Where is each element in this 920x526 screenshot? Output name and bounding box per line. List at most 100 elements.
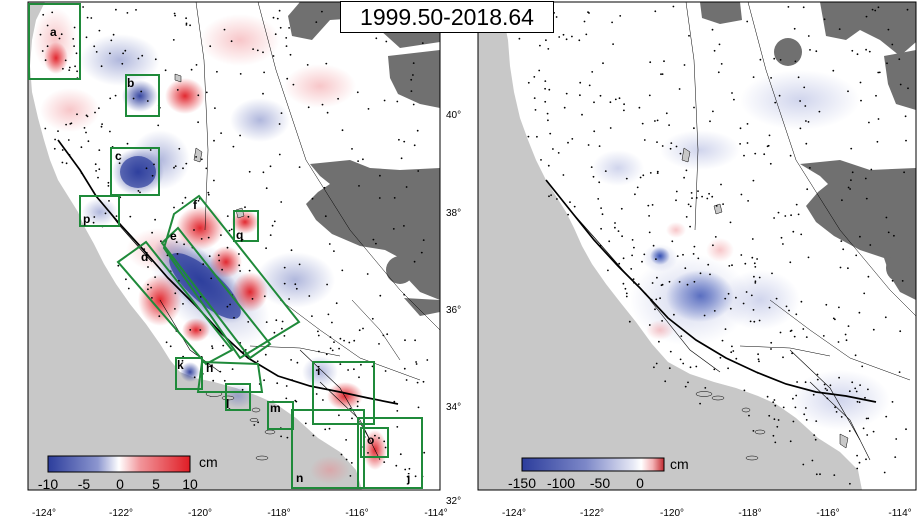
station-dot <box>311 315 313 317</box>
station-dot <box>226 305 229 308</box>
station-dot <box>218 259 221 262</box>
station-dot <box>563 106 566 109</box>
station-dot <box>901 280 904 282</box>
station-dot <box>567 213 569 216</box>
station-dot <box>68 69 71 71</box>
station-dot <box>807 256 810 259</box>
region-l-label: l <box>226 397 229 411</box>
station-dot <box>593 101 595 104</box>
station-dot <box>619 15 622 17</box>
station-dot <box>773 217 775 219</box>
station-dot <box>311 197 314 200</box>
station-dot <box>735 296 737 299</box>
station-dot <box>695 197 698 199</box>
station-dot <box>865 15 868 18</box>
station-dot <box>579 94 581 97</box>
station-dot <box>898 58 901 61</box>
station-dot <box>417 406 420 409</box>
station-dot <box>753 275 755 278</box>
station-dot <box>539 44 541 47</box>
station-dot <box>668 367 671 370</box>
station-dot <box>877 6 880 9</box>
station-dot <box>207 236 210 239</box>
station-dot <box>743 154 745 157</box>
station-dot <box>121 62 124 65</box>
region-f: f <box>162 194 301 360</box>
station-dot <box>721 339 724 342</box>
station-dot <box>92 221 95 224</box>
station-dot <box>751 238 754 240</box>
station-dot <box>847 325 850 327</box>
station-dot <box>283 266 286 269</box>
station-dot <box>724 328 727 330</box>
station-dot <box>414 339 416 342</box>
station-dot <box>98 168 101 171</box>
station-dot <box>648 94 651 97</box>
station-dot <box>233 316 235 319</box>
no-data-areas-right <box>700 2 916 300</box>
station-dot <box>383 461 386 463</box>
station-dot <box>229 303 232 306</box>
station-dot <box>713 368 716 371</box>
station-dot <box>276 17 279 20</box>
station-dot <box>903 171 905 174</box>
station-dot <box>538 69 541 72</box>
station-dot <box>573 205 576 208</box>
station-dot <box>278 153 281 156</box>
station-dot <box>691 197 693 200</box>
station-dot <box>337 97 339 100</box>
station-dot <box>706 197 709 200</box>
station-dot <box>129 215 132 218</box>
station-dot <box>864 177 867 180</box>
station-dot <box>687 381 689 384</box>
station-dot <box>735 357 738 360</box>
station-dot <box>652 244 655 247</box>
station-dot <box>591 71 594 73</box>
station-dot <box>851 381 854 384</box>
station-dot <box>408 467 411 470</box>
station-dot <box>95 170 97 172</box>
right-colorbar-ticks: -150 -100 -50 0 <box>508 475 644 491</box>
station-dot <box>207 193 210 196</box>
station-dot <box>856 53 859 56</box>
station-dot <box>544 80 547 82</box>
station-dot <box>274 33 277 36</box>
station-dot <box>631 239 634 241</box>
station-dot <box>622 257 625 260</box>
station-dot <box>280 201 283 203</box>
stations-right <box>518 5 909 485</box>
station-dot <box>362 327 364 330</box>
station-dot <box>406 475 409 478</box>
station-dot <box>865 48 867 51</box>
station-dot <box>546 112 549 115</box>
station-dot <box>887 28 890 31</box>
station-dot <box>262 171 265 174</box>
station-dot <box>791 352 793 355</box>
region-d: d <box>116 240 234 366</box>
station-dot <box>604 170 607 173</box>
lakes-right <box>681 147 849 449</box>
station-dot <box>329 336 332 338</box>
station-dot <box>855 390 858 393</box>
station-dot <box>345 458 348 461</box>
station-dot <box>752 309 755 311</box>
station-dot <box>894 456 897 458</box>
station-dot <box>746 123 749 125</box>
station-dot <box>770 348 772 350</box>
station-dot <box>805 336 808 338</box>
station-dot <box>693 127 695 130</box>
station-dot <box>175 241 178 244</box>
deformation-field-right <box>592 70 890 430</box>
station-dot <box>383 99 386 102</box>
station-dot <box>420 251 423 254</box>
station-dot <box>362 158 364 161</box>
station-dot <box>758 360 760 363</box>
right-colorbar-tick: -150 <box>508 475 536 491</box>
station-dot <box>151 174 154 177</box>
station-dot <box>709 120 711 123</box>
station-dot <box>636 186 639 189</box>
station-dot <box>905 428 907 431</box>
station-dot <box>800 300 803 303</box>
station-dot <box>730 351 733 354</box>
station-dot <box>53 147 56 150</box>
